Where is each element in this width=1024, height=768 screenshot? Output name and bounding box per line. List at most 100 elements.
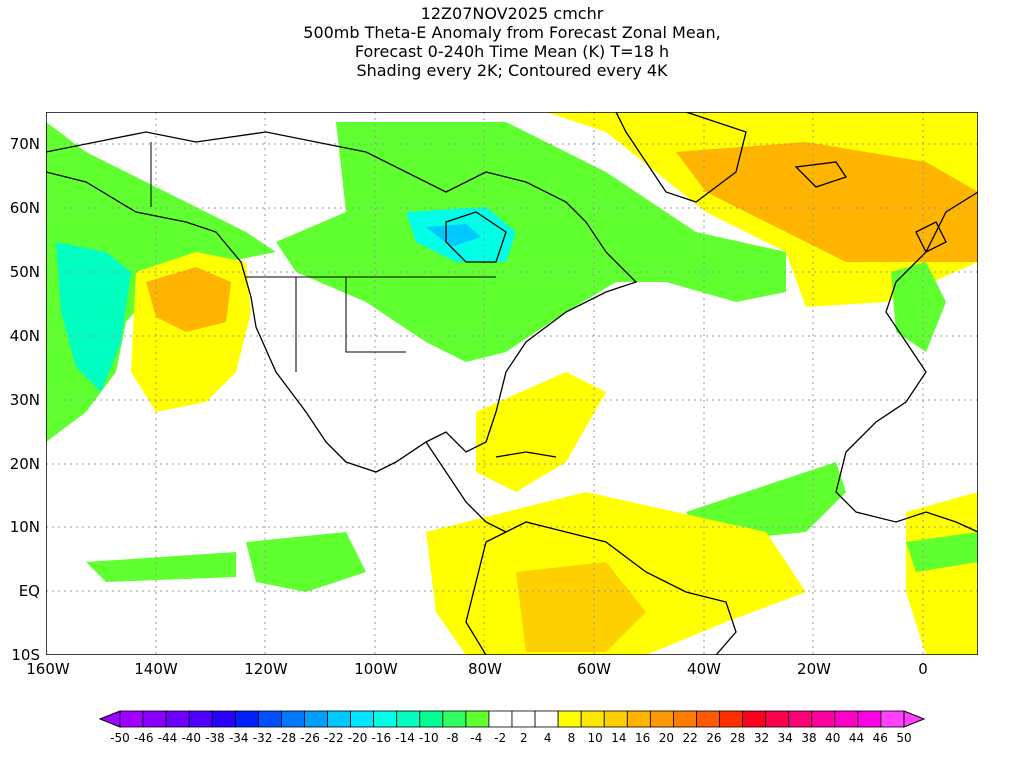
- title-line-4: Shading every 2K; Contoured every 4K: [356, 61, 668, 80]
- east-pacific-band-2: [246, 532, 366, 592]
- lat-label-50n: 50N: [9, 263, 40, 281]
- colorbar-label: -10: [419, 731, 439, 745]
- colorbar-label: 40: [825, 731, 840, 745]
- colorbar-swatch: [534, 710, 559, 728]
- lon-label-40w: 40W: [687, 660, 721, 678]
- colorbar-swatch: [142, 710, 167, 728]
- colorbar-swatch: [557, 710, 582, 728]
- east-pacific-band: [86, 552, 236, 582]
- colorbar-label: -32: [253, 731, 273, 745]
- colorbar-swatch: [511, 710, 536, 728]
- colorbar-label: -8: [447, 731, 459, 745]
- colorbar-label: 50: [896, 731, 911, 745]
- colorbar-label: 38: [801, 731, 816, 745]
- colorbar-label: -20: [348, 731, 368, 745]
- map-plot-area: [46, 112, 978, 655]
- lat-label-30n: 30N: [9, 391, 40, 409]
- greenland-orange-core: [676, 142, 978, 262]
- europe-negative-anomaly: [891, 262, 946, 352]
- title-line-2: 500mb Theta-E Anomaly from Forecast Zona…: [303, 23, 721, 42]
- canada-blue-core: [426, 224, 481, 247]
- colorbar-min-arrow: [98, 710, 121, 728]
- colorbar-swatch: [211, 710, 236, 728]
- colorbar-swatch: [603, 710, 628, 728]
- colorbar-swatch: [765, 710, 790, 728]
- colorbar-swatch: [465, 710, 490, 728]
- colorbar-label: -38: [205, 731, 225, 745]
- lon-label-0: 0: [918, 660, 928, 678]
- anomaly-shading: [46, 112, 978, 655]
- colorbar-swatch: [165, 710, 190, 728]
- grid-lines: [46, 112, 978, 655]
- colorbar-swatch: [373, 710, 398, 728]
- colorbar-label: 4: [544, 731, 552, 745]
- title-line-1: 12Z07NOV2025 cmchr: [420, 4, 604, 23]
- pacific-cyan-core: [56, 242, 131, 392]
- colorbar-swatch: [188, 710, 213, 728]
- colorbar-label: -14: [395, 731, 415, 745]
- colorbar-swatch: [719, 710, 743, 728]
- colorbar-label: 34: [778, 731, 793, 745]
- lat-label-60n: 60N: [9, 199, 40, 217]
- colorbar-swatch: [834, 710, 859, 728]
- title-line-3: Forecast 0-240h Time Mean (K) T=18 h: [354, 42, 670, 61]
- colorbar-label: 2: [520, 731, 528, 745]
- colorbar-swatch: [580, 710, 605, 728]
- colorbar-label: -34: [229, 731, 249, 745]
- colorbar-label: 8: [568, 731, 576, 745]
- colorbar-swatch: [350, 710, 375, 728]
- caribbean-positive-anomaly: [476, 372, 606, 492]
- tropical-atlantic-band: [686, 462, 846, 542]
- pacific-orange-core: [146, 267, 231, 332]
- colorbar-label: -46: [134, 731, 154, 745]
- colorbar-swatch: [304, 710, 328, 728]
- west-africa-band: [906, 532, 978, 572]
- colorbar-label: 26: [706, 731, 721, 745]
- colorbar-label: 10: [588, 731, 603, 745]
- colorbar-max-arrow: [903, 710, 926, 728]
- colorbar-swatch: [626, 710, 651, 728]
- colorbar-label: 20: [659, 731, 674, 745]
- colorbar-swatch: [327, 710, 351, 728]
- lon-label-120w: 120W: [244, 660, 288, 678]
- colorbar-label: -4: [470, 731, 482, 745]
- colorbar-swatch: [649, 710, 674, 728]
- colorbar-label: -28: [276, 731, 296, 745]
- lon-label-80w: 80W: [468, 660, 502, 678]
- lat-label-20n: 20N: [9, 455, 40, 473]
- colorbar-label: -44: [158, 731, 178, 745]
- lat-label-70n: 70N: [9, 135, 40, 153]
- colorbar-swatch: [419, 710, 444, 728]
- colorbar-label: 32: [754, 731, 769, 745]
- colorbar-swatch: [673, 710, 697, 728]
- colorbar-swatch: [257, 710, 282, 728]
- colorbar-swatch: [281, 710, 305, 728]
- colorbar-swatch: [880, 710, 905, 728]
- lat-label-10n: 10N: [9, 518, 40, 536]
- colorbar-label: 14: [611, 731, 626, 745]
- colorbar-label: 22: [683, 731, 698, 745]
- borders: [150, 142, 496, 372]
- colorbar-label: -22: [324, 731, 344, 745]
- colorbar-swatch: [696, 710, 720, 728]
- lat-label-40n: 40N: [9, 327, 40, 345]
- colorbar-label: -16: [372, 731, 392, 745]
- colorbar-swatch: [488, 710, 513, 728]
- colorbar: -50 -46 -44 -40 -38 -34 -32 -28 -26 -22 -20 -16 -14-…: [98, 710, 926, 745]
- colorbar-label: 28: [730, 731, 745, 745]
- colorbar-label: 46: [873, 731, 888, 745]
- lon-label-100w: 100W: [354, 660, 398, 678]
- colorbar-label: -2: [494, 731, 506, 745]
- south-america-positive-anomaly: [426, 492, 806, 655]
- africa-positive-anomaly: [906, 492, 978, 655]
- colorbar-swatch: [857, 710, 882, 728]
- lat-label-eq: EQ: [18, 582, 40, 600]
- colorbar-label: -40: [181, 731, 201, 745]
- colorbar-label: -26: [300, 731, 320, 745]
- title-block: 12Z07NOV2025 cmchr 500mb Theta-E Anomaly…: [0, 4, 1024, 80]
- colorbar-label: 16: [635, 731, 650, 745]
- colorbar-label: -50: [110, 731, 130, 745]
- south-america-orange-core: [516, 562, 646, 652]
- lon-label-60w: 60W: [577, 660, 611, 678]
- canada-negative-anomaly: [276, 122, 786, 362]
